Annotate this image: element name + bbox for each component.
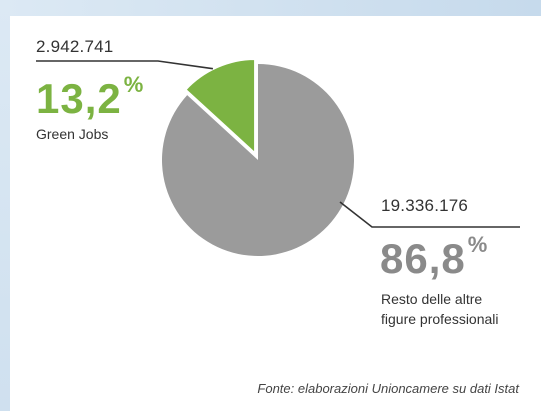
source-note: Fonte: elaborazioni Unioncamere su dati … — [257, 381, 519, 396]
green-jobs-label: Green Jobs — [36, 126, 109, 142]
other-jobs-percent: 86,8% — [380, 234, 488, 282]
other-jobs-label: Resto delle altre figure professionali — [381, 289, 499, 329]
other-jobs-percent-symbol: % — [467, 232, 489, 257]
leader-line-green-jobs — [36, 60, 214, 70]
pie-slices — [161, 57, 354, 256]
pie-slice-other-jobs — [161, 64, 354, 256]
other-jobs-percent-value: 86,8 — [380, 235, 466, 282]
background-top-band — [0, 0, 541, 16]
green-jobs-count: 2.942.741 — [36, 37, 114, 56]
background-left-band — [0, 0, 10, 411]
other-jobs-label-line1: Resto delle altre — [381, 291, 483, 307]
other-jobs-label-line2: figure professionali — [381, 311, 499, 327]
green-jobs-percent-symbol: % — [123, 72, 145, 97]
other-jobs-count: 19.336.176 — [381, 196, 469, 215]
green-jobs-percent: 13,2% — [36, 74, 144, 122]
green-jobs-percent-value: 13,2 — [36, 75, 122, 122]
pie-slice-green-jobs — [183, 57, 258, 157]
leader-line-other-jobs — [339, 201, 520, 228]
